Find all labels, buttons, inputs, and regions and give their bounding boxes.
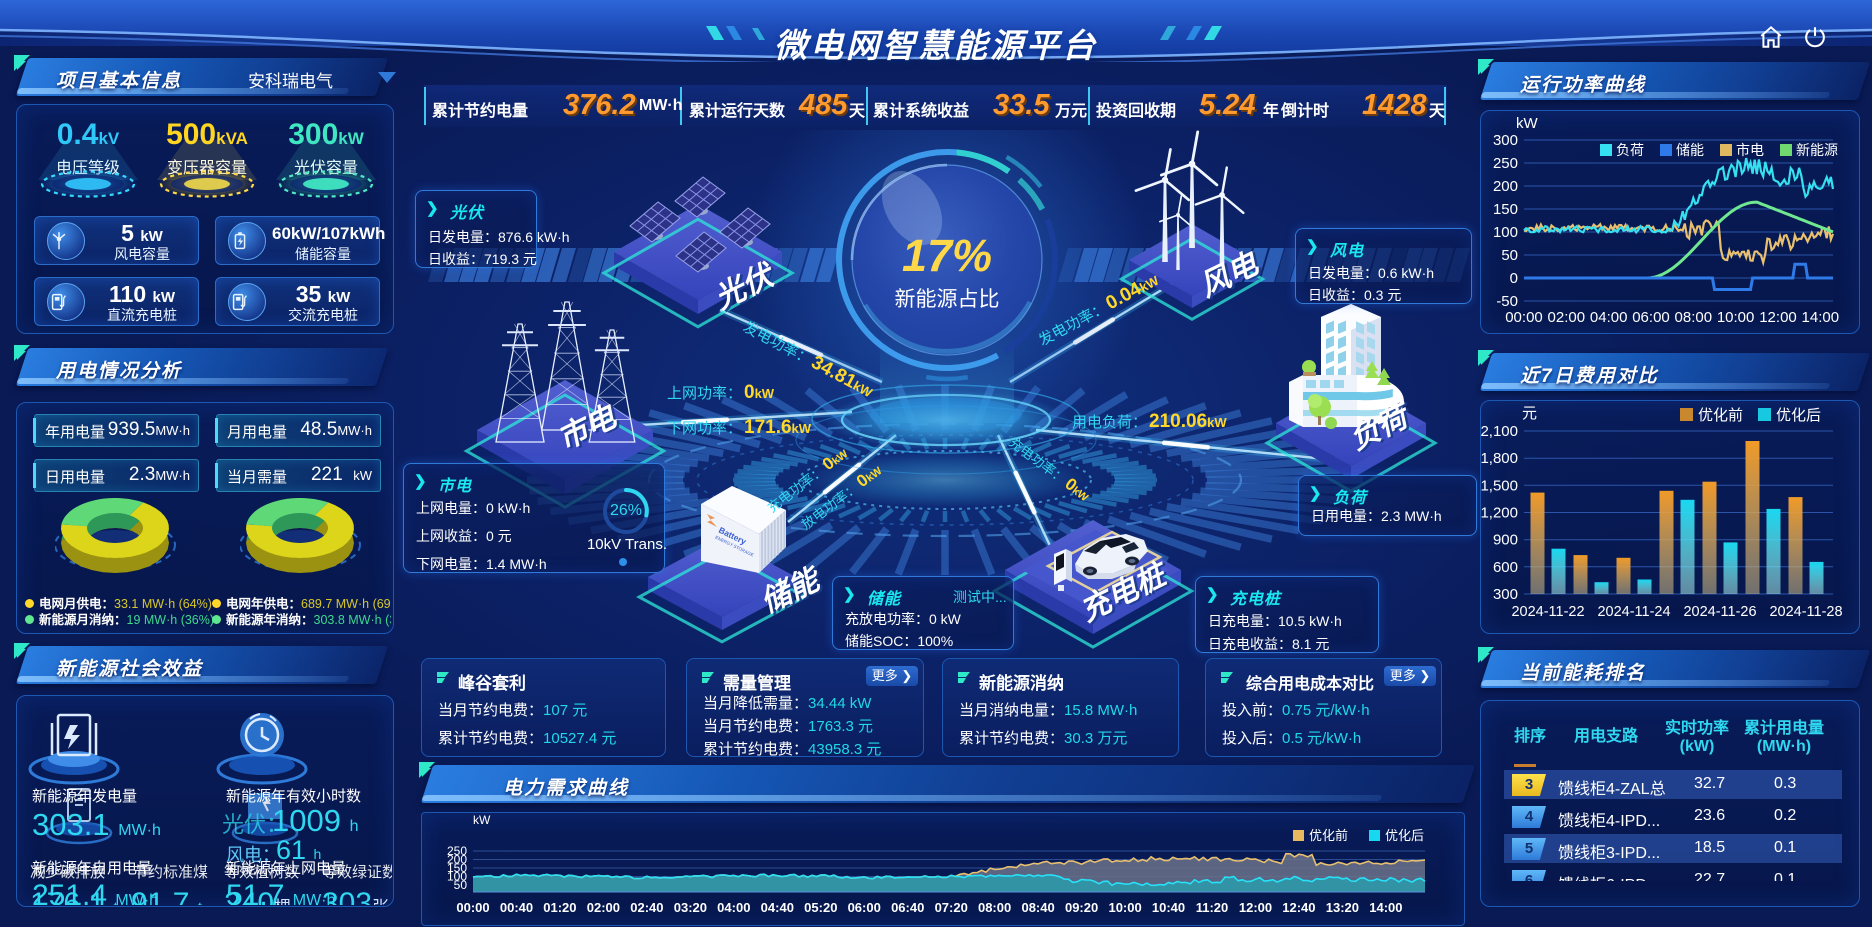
- svg-text:900: 900: [1493, 532, 1518, 549]
- svg-text:07:20: 07:20: [935, 900, 968, 915]
- svg-text:kW: kW: [1516, 115, 1539, 132]
- svg-text:300: 300: [1493, 586, 1518, 603]
- svg-text:08:40: 08:40: [1021, 900, 1054, 915]
- svg-text:210.06kW: 210.06kW: [1149, 411, 1227, 432]
- svg-text:元: 元: [1522, 405, 1537, 422]
- svg-text:100: 100: [447, 870, 467, 884]
- svg-text:11:20: 11:20: [1196, 900, 1229, 915]
- svg-text:1,200: 1,200: [1480, 505, 1518, 522]
- svg-text:05:20: 05:20: [804, 900, 837, 915]
- svg-text:02:00: 02:00: [1548, 309, 1586, 326]
- svg-text:200: 200: [1493, 178, 1518, 195]
- svg-text:00:40: 00:40: [500, 900, 533, 915]
- svg-text:0kW: 0kW: [744, 382, 775, 403]
- svg-text:14:00: 14:00: [1369, 900, 1402, 915]
- svg-text:150: 150: [1493, 201, 1518, 218]
- svg-text:06:00: 06:00: [848, 900, 881, 915]
- svg-text:优化后: 优化后: [1776, 407, 1821, 424]
- svg-text:171.6kW: 171.6kW: [744, 417, 812, 438]
- svg-text:储能: 储能: [1676, 142, 1704, 158]
- svg-text:04:00: 04:00: [1590, 309, 1628, 326]
- svg-text:50: 50: [1501, 247, 1518, 264]
- svg-text:2024-11-24: 2024-11-24: [1597, 604, 1670, 620]
- svg-text:2,100: 2,100: [1480, 423, 1518, 440]
- svg-text:10:40: 10:40: [1152, 900, 1185, 915]
- svg-text:03:20: 03:20: [674, 900, 707, 915]
- svg-text:300: 300: [1493, 132, 1518, 149]
- svg-text:06:00: 06:00: [1632, 309, 1670, 326]
- svg-text:下网功率：: 下网功率：: [667, 420, 742, 437]
- svg-text:100: 100: [1493, 224, 1518, 241]
- svg-text:04:40: 04:40: [761, 900, 794, 915]
- svg-text:00:00: 00:00: [1505, 309, 1543, 326]
- svg-text:1,500: 1,500: [1480, 477, 1518, 494]
- svg-text:04:00: 04:00: [717, 900, 750, 915]
- svg-text:08:00: 08:00: [978, 900, 1011, 915]
- svg-text:市电: 市电: [1736, 142, 1764, 158]
- svg-text:13:20: 13:20: [1326, 900, 1359, 915]
- svg-text:负荷: 负荷: [1616, 142, 1644, 158]
- svg-text:17%: 17%: [902, 230, 992, 281]
- svg-text:10:00: 10:00: [1717, 309, 1755, 326]
- svg-text:02:40: 02:40: [630, 900, 663, 915]
- svg-text:新能源占比: 新能源占比: [895, 288, 1000, 311]
- svg-text:2024-11-28: 2024-11-28: [1769, 604, 1842, 620]
- svg-text:50: 50: [454, 878, 468, 892]
- svg-text:150: 150: [447, 861, 467, 875]
- svg-text:12:00: 12:00: [1759, 309, 1797, 326]
- svg-text:优化后: 优化后: [1385, 828, 1424, 843]
- svg-text:08:00: 08:00: [1675, 309, 1713, 326]
- svg-text:200: 200: [447, 853, 467, 867]
- svg-text:1,800: 1,800: [1480, 450, 1518, 467]
- svg-text:06:40: 06:40: [891, 900, 924, 915]
- svg-text:00:00: 00:00: [456, 900, 489, 915]
- svg-text:kW: kW: [473, 813, 491, 827]
- svg-text:用电负荷：: 用电负荷：: [1072, 414, 1147, 431]
- svg-text:02:00: 02:00: [587, 900, 620, 915]
- svg-text:2024-11-26: 2024-11-26: [1683, 604, 1756, 620]
- svg-text:12:40: 12:40: [1282, 900, 1315, 915]
- svg-text:上网功率：: 上网功率：: [667, 385, 742, 402]
- svg-text:14:00: 14:00: [1802, 309, 1840, 326]
- svg-text:09:20: 09:20: [1065, 900, 1098, 915]
- svg-text:新能源: 新能源: [1796, 142, 1838, 158]
- svg-text:01:20: 01:20: [543, 900, 576, 915]
- svg-text:优化前: 优化前: [1309, 828, 1348, 843]
- svg-text:优化前: 优化前: [1698, 407, 1743, 424]
- svg-text:250: 250: [1493, 155, 1518, 172]
- svg-text:10:00: 10:00: [1108, 900, 1141, 915]
- svg-text:12:00: 12:00: [1239, 900, 1272, 915]
- svg-text:600: 600: [1493, 559, 1518, 576]
- svg-text:250: 250: [447, 844, 467, 858]
- svg-text:-50: -50: [1496, 293, 1518, 310]
- svg-text:0: 0: [1510, 270, 1518, 287]
- svg-text:2024-11-22: 2024-11-22: [1511, 604, 1584, 620]
